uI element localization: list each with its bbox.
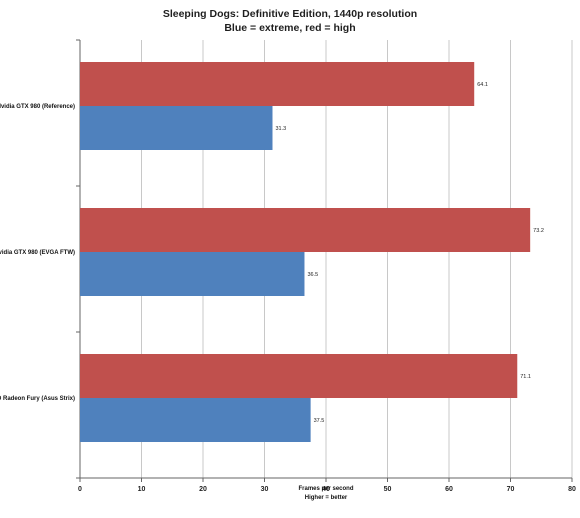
bar-extreme [80,106,273,150]
x-tick-label: 50 [384,486,392,493]
data-label: 37.5 [314,418,325,424]
x-tick-label: 70 [507,486,515,493]
data-label: 71.1 [520,374,531,380]
category-label: Nvidia GTX 980 (Reference) [0,104,75,110]
x-axis-subtitle: Higher = better [305,495,348,501]
x-tick-label: 30 [261,486,269,493]
x-tick-label: 0 [78,486,82,493]
bar-extreme [80,252,305,296]
x-tick-label: 10 [138,486,146,493]
bar-high [80,208,531,252]
data-label: 64.1 [477,82,488,88]
bar-high [80,354,518,398]
category-label: Nvidia GTX 980 (EVGA FTW) [0,250,75,256]
chart-title: Sleeping Dogs: Definitive Edition, 1440p… [162,8,418,20]
data-label: 73.2 [533,228,544,234]
data-label: 36.5 [307,272,318,278]
x-tick-label: 80 [568,486,576,493]
bar-extreme [80,398,311,442]
x-tick-label: 20 [199,486,207,493]
chart-subtitle: Blue = extreme, red = high [224,22,356,34]
bar-high [80,62,475,106]
data-label: 31.3 [275,126,286,132]
x-tick-label: 40 [322,486,330,493]
x-tick-label: 60 [445,486,453,493]
x-axis-title: Frames per second [298,486,353,492]
category-label: AMD Radeon Fury (Asus Strix) [0,396,75,402]
